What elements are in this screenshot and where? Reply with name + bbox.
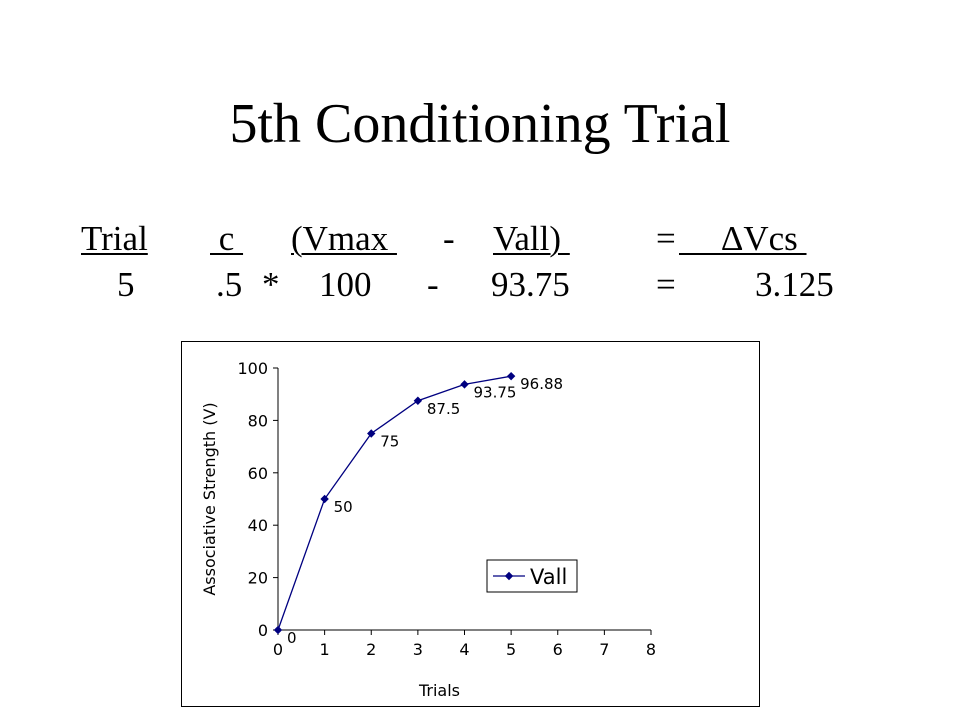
data-label: 87.5 <box>427 400 460 418</box>
x-tick-label: 1 <box>320 640 330 659</box>
data-label: 96.88 <box>520 375 563 393</box>
formula-header-vmax: (Vmax <box>291 219 397 258</box>
formula-value-vall: 93.75 <box>491 265 570 304</box>
data-label: 0 <box>287 629 297 647</box>
line-chart: 0 20 40 60 80 100 0 1 2 3 4 5 6 7 8 Trials Associative S… <box>200 359 656 700</box>
x-tick-label: 4 <box>459 640 469 659</box>
data-point <box>367 429 376 438</box>
formula-header-trial: Trial <box>81 219 148 258</box>
formula-value-delta-vcs: 3.125 <box>755 265 834 304</box>
x-tick-label: 6 <box>553 640 563 659</box>
formula-value-minus: - <box>427 265 439 304</box>
formula-value-trial: 5 <box>117 265 135 304</box>
data-point <box>273 625 283 635</box>
chart-frame: 0 20 40 60 80 100 0 1 2 3 4 5 6 7 8 Trials Associative S… <box>181 341 760 707</box>
formula-value-vmax: 100 <box>319 265 372 304</box>
slide-title: 5th Conditioning Trial <box>229 93 731 155</box>
x-tick-label: 3 <box>413 640 423 659</box>
x-tick-label: 8 <box>646 640 656 659</box>
formula-header-vall: Vall) <box>493 219 570 258</box>
data-point <box>460 380 469 389</box>
series-line <box>277 375 512 631</box>
x-tick-label: 0 <box>273 640 283 659</box>
formula-header-equals: = <box>656 219 676 258</box>
chart-axes: 0 20 40 60 80 100 0 1 2 3 4 5 6 7 8 Trials Associative S… <box>200 359 656 700</box>
formula-header-delta-vcs: ΔVcs <box>679 219 807 258</box>
chart-legend: Vall <box>486 559 578 593</box>
data-point <box>320 494 329 504</box>
y-axis-label: Associative Strength (V) <box>200 402 219 595</box>
data-label: 75 <box>380 433 399 451</box>
y-tick-label: 60 <box>248 464 268 483</box>
x-tick-label: 7 <box>599 640 609 659</box>
legend-label: Vall <box>530 565 567 589</box>
chart-marks: 0 50 75 87.5 93.75 96.88 <box>273 371 563 647</box>
formula-header-c: c <box>210 219 244 258</box>
y-tick-label: 80 <box>248 411 268 430</box>
data-point <box>413 396 423 405</box>
formula-value-equals: = <box>656 265 676 304</box>
legend-marker <box>504 571 514 581</box>
formula-header-minus: - <box>443 219 455 258</box>
formula-value-c: .5 <box>216 265 243 304</box>
y-tick-label: 100 <box>237 359 268 378</box>
x-tick-label: 2 <box>366 640 376 659</box>
y-tick-label: 40 <box>248 516 268 535</box>
data-label: 50 <box>334 498 353 516</box>
y-tick-label: 20 <box>248 569 268 588</box>
data-label: 93.75 <box>474 383 517 401</box>
x-tick-label: 5 <box>506 640 516 659</box>
x-axis-label: Trials <box>418 681 460 700</box>
y-tick-label: 0 <box>258 621 268 640</box>
formula-value-times: * <box>262 265 280 304</box>
data-point <box>506 371 516 381</box>
